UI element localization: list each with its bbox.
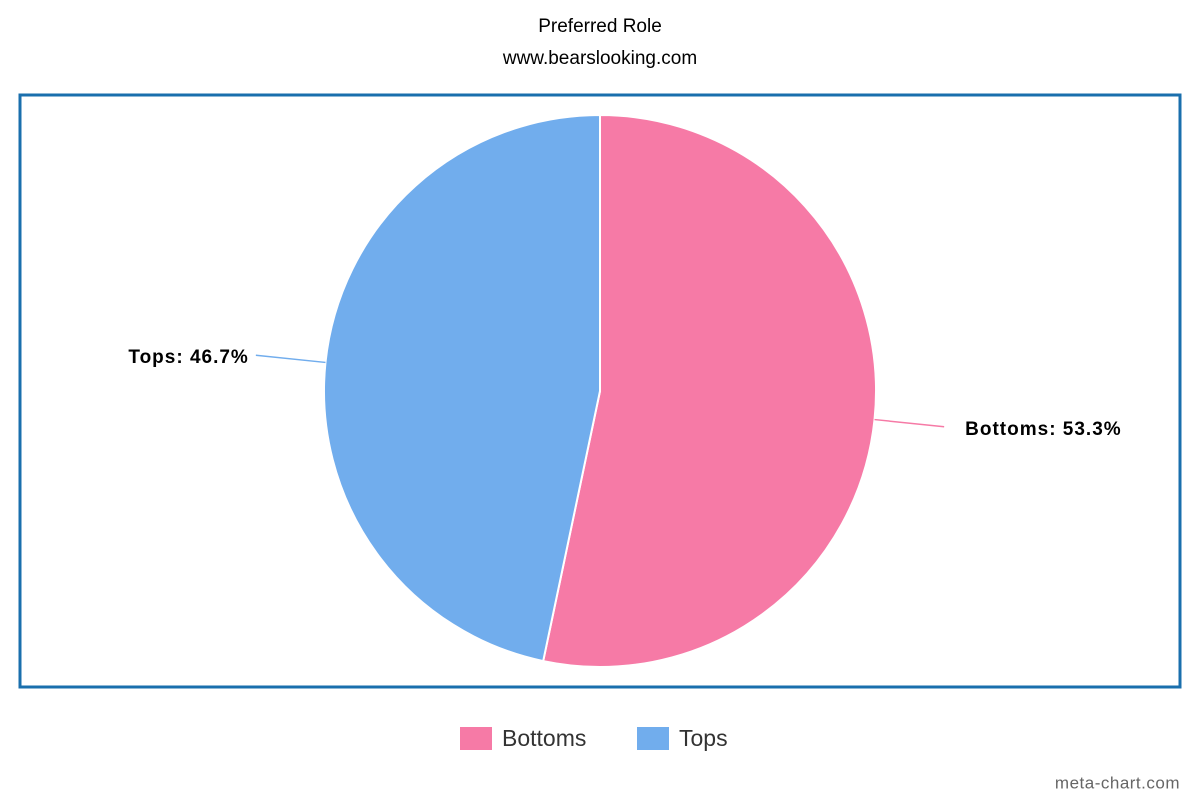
legend-label: Tops xyxy=(679,725,728,751)
credit: meta-chart.com xyxy=(1055,773,1180,792)
data-label: Bottoms: 53.3% xyxy=(965,419,1122,440)
chart-title: Preferred Role xyxy=(538,16,662,37)
legend-label: Bottoms xyxy=(502,725,586,751)
legend-swatch xyxy=(637,727,669,750)
pie-slice xyxy=(541,113,877,668)
data-label: Tops: 46.7% xyxy=(128,347,248,368)
label-connector xyxy=(874,418,945,428)
legend-swatch xyxy=(460,727,492,750)
pie-slice xyxy=(323,113,601,663)
chart-subtitle: www.bearslooking.com xyxy=(502,48,697,69)
label-connector xyxy=(255,354,326,364)
plot-border xyxy=(18,93,1182,689)
